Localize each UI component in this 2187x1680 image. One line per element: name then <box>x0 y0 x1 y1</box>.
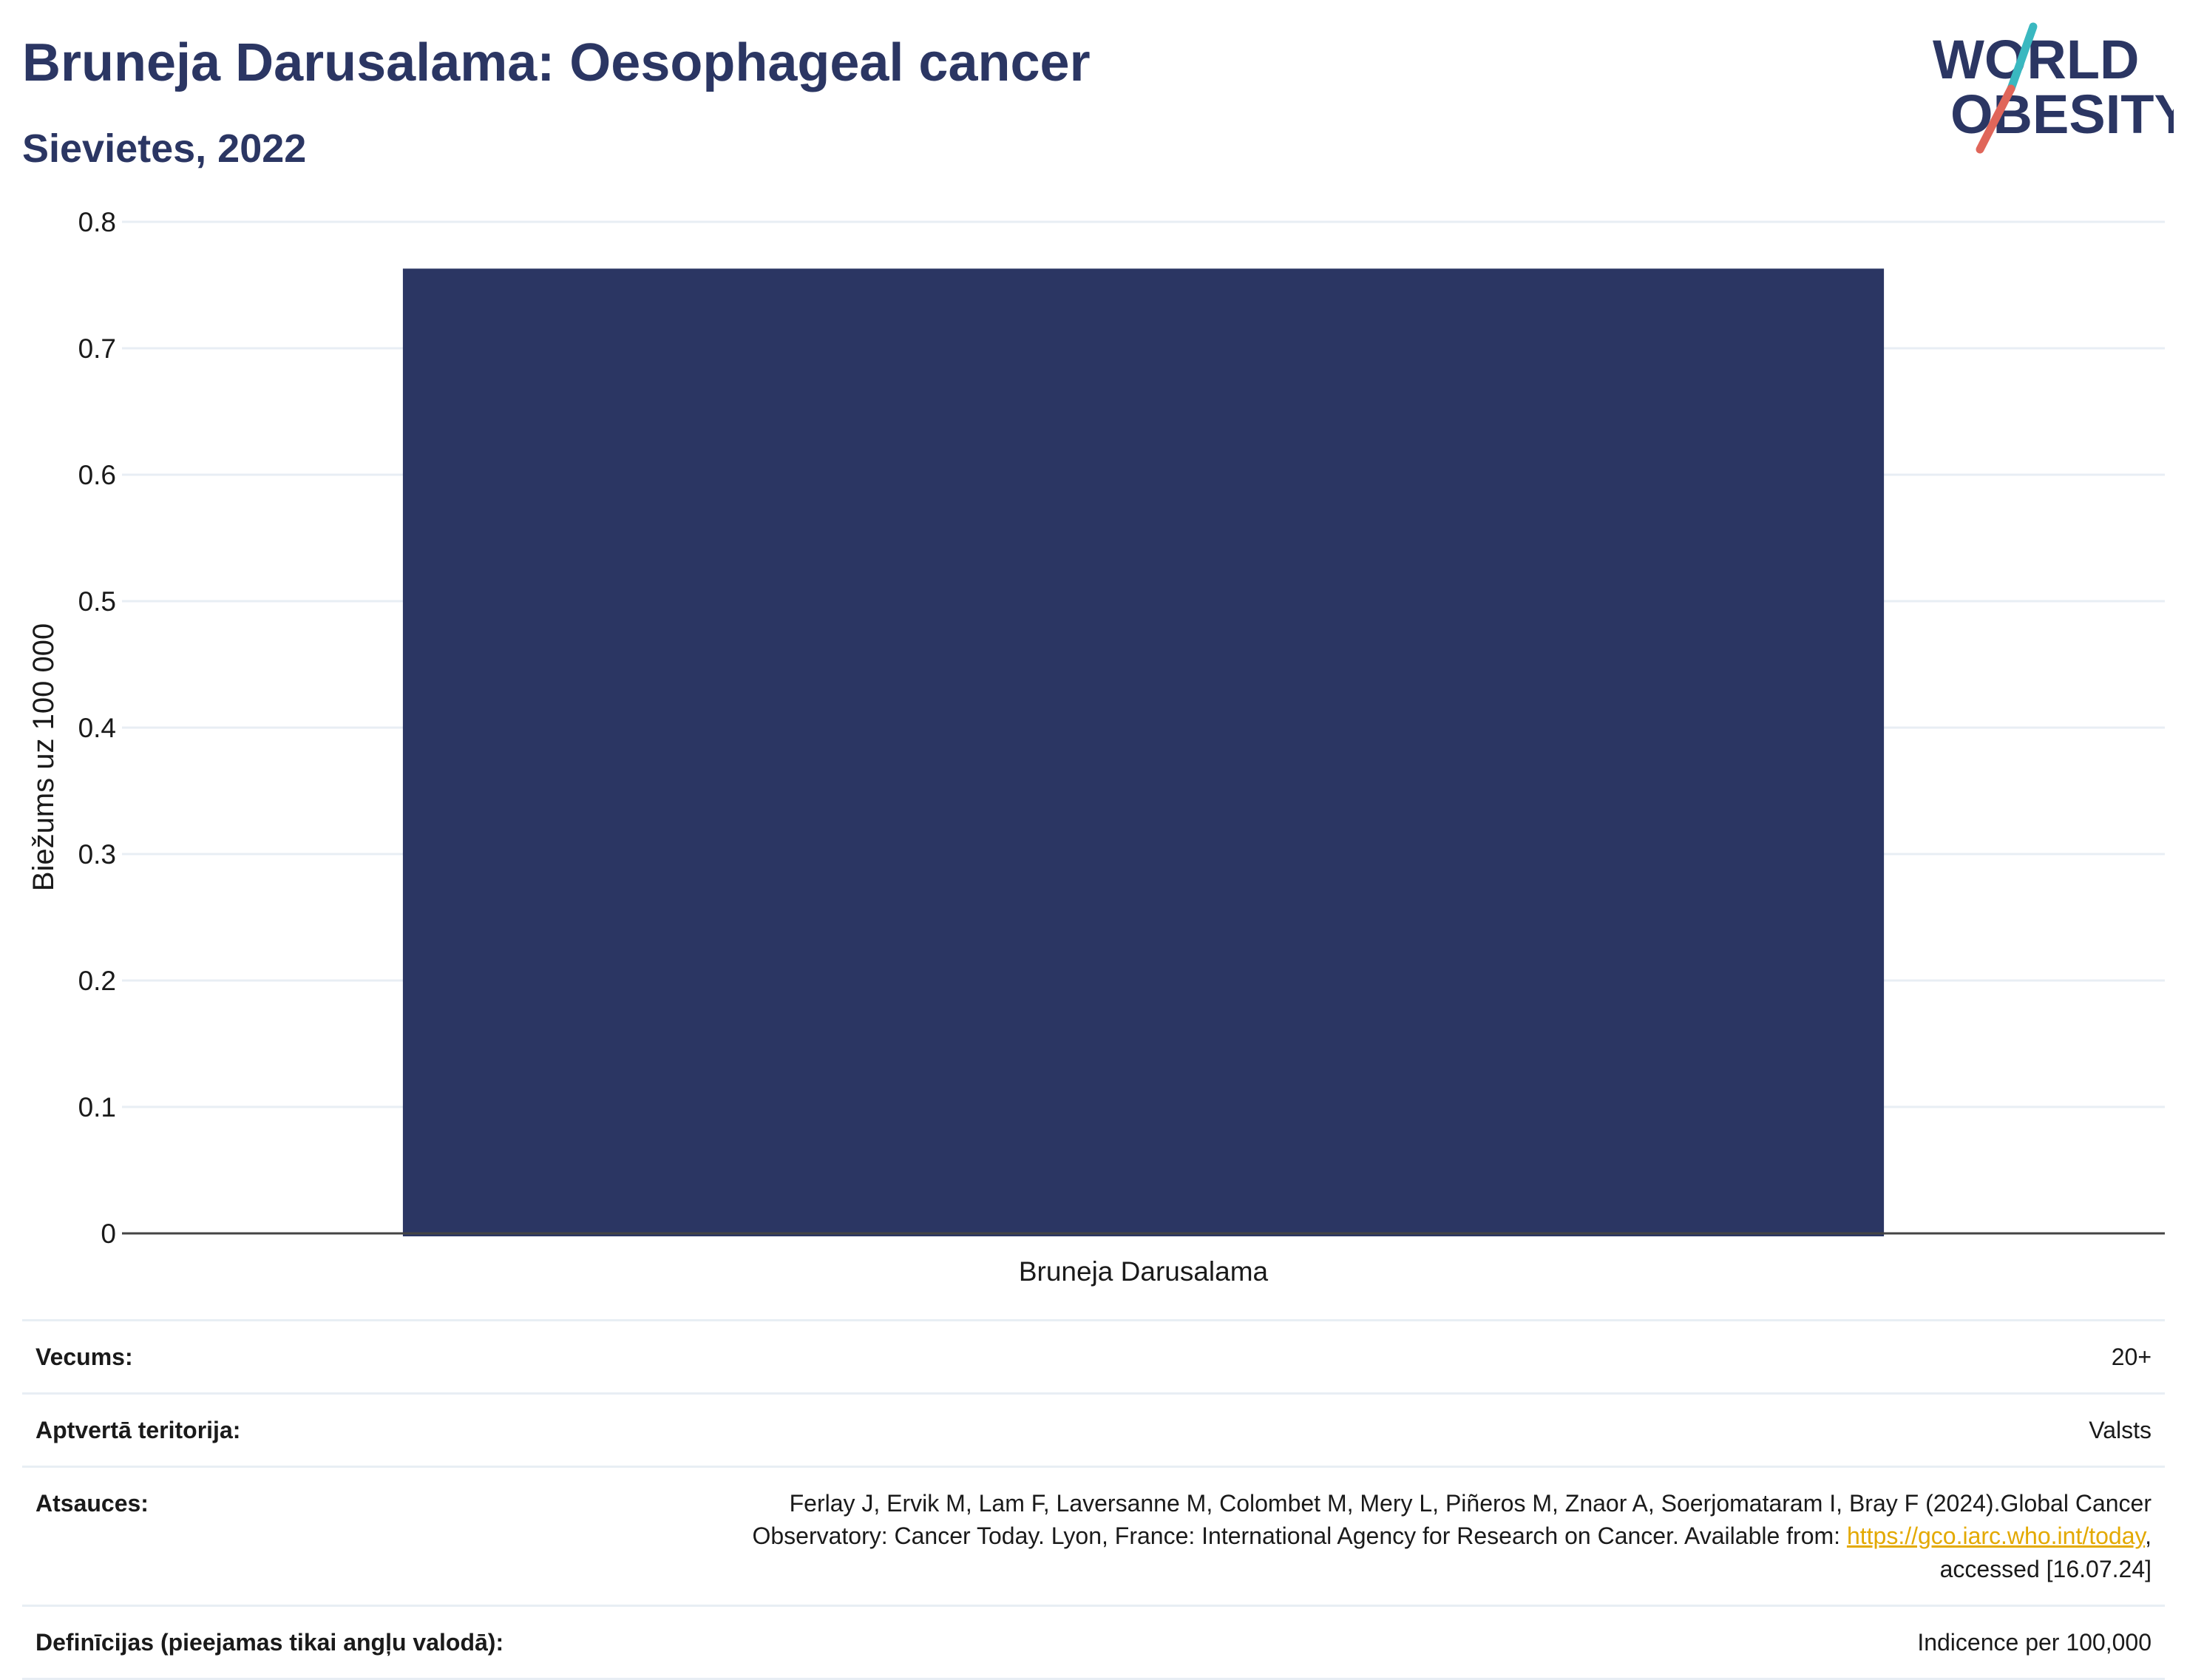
info-table: Vecums: 20+ Aptvertā teritorija: Valsts … <box>22 1318 2165 1680</box>
y-tick-label: 0.6 <box>78 460 116 490</box>
page-title: Bruneja Darusalama: Oesophageal cancer <box>22 33 1091 92</box>
logo-slash-bottom <box>1976 84 2015 154</box>
references-text-line2: Observatory: Cancer Today. Lyon, France:… <box>752 1522 1847 1550</box>
bar-bruneja-darusalama <box>402 268 1885 1236</box>
age-label: Vecums: <box>22 1318 655 1395</box>
logo-slash-top <box>2007 22 2038 93</box>
coverage-label: Aptvertā teritorija: <box>22 1392 655 1469</box>
coverage-value: Valsts <box>655 1392 2165 1469</box>
references-text-line3: accessed [16.07.24] <box>1939 1555 2152 1582</box>
page-subtitle: Sievietes, 2022 <box>22 126 307 171</box>
info-row-coverage: Aptvertā teritorija: Valsts <box>22 1392 2165 1469</box>
age-value: 20+ <box>655 1318 2165 1395</box>
bar-chart: 0 0.1 0.2 0.3 0.4 0.5 0.6 0.7 0.8 Bruneja Darusal… <box>27 207 2165 1287</box>
references-text-line1: Ferlay J, Ervik M, Lam F, Laversanne M, … <box>789 1490 2152 1517</box>
y-tick-label: 0.4 <box>78 713 116 743</box>
y-tick-label: 0.5 <box>78 586 116 617</box>
x-tick-label: Bruneja Darusalama <box>1019 1256 1269 1287</box>
definitions-value: Indicence per 100,000 <box>655 1604 2165 1680</box>
y-tick-label: 0.7 <box>78 333 116 364</box>
references-value: Ferlay J, Ervik M, Lam F, Laversanne M, … <box>655 1466 2165 1607</box>
y-tick-label: 0.8 <box>78 207 116 237</box>
gco-link[interactable]: https://gco.iarc.who.int/today <box>1846 1522 2146 1550</box>
logo-word-world: WORLD <box>1933 29 2140 90</box>
y-tick-label: 0.3 <box>78 839 116 870</box>
references-label: Atsauces: <box>22 1466 655 1607</box>
info-row-age: Vecums: 20+ <box>22 1318 2165 1395</box>
world-obesity-logo: WORLD OBESITY <box>1933 22 2174 154</box>
references-comma: , <box>2145 1522 2152 1550</box>
definitions-label: Definīcijas (pieejamas tikai angļu valod… <box>22 1604 655 1680</box>
y-tick-label: 0 <box>101 1219 116 1249</box>
y-tick-label: 0.1 <box>78 1092 116 1122</box>
y-axis-label: Biežums uz 100 000 <box>27 623 60 891</box>
y-tick-label: 0.2 <box>78 966 116 996</box>
info-row-definitions: Definīcijas (pieejamas tikai angļu valod… <box>22 1604 2165 1680</box>
info-row-references: Atsauces: Ferlay J, Ervik M, Lam F, Lave… <box>22 1466 2165 1607</box>
